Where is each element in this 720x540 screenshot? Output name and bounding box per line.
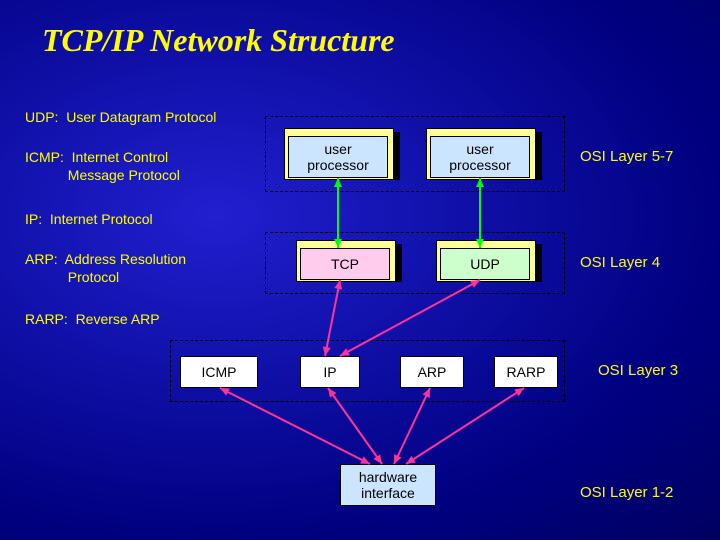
layer-label-2: OSI Layer 3: [598, 362, 678, 379]
definition-0: UDP: User Datagram Protocol: [25, 108, 216, 126]
definition-3: ARP: Address Resolution Protocol: [25, 250, 186, 286]
node-hw: hardware interface: [340, 464, 436, 506]
node-arp: ARP: [400, 356, 464, 388]
layer-label-3: OSI Layer 1-2: [580, 484, 673, 501]
definition-1: ICMP: Internet Control Message Protocol: [25, 148, 180, 184]
node-ip: IP: [300, 356, 360, 388]
node-up1: user processor: [288, 136, 388, 178]
node-tcp: TCP: [300, 248, 390, 280]
layer-label-0: OSI Layer 5-7: [580, 148, 673, 165]
definition-4: RARP: Reverse ARP: [25, 310, 160, 328]
node-udp: UDP: [440, 248, 530, 280]
layer-label-1: OSI Layer 4: [580, 254, 660, 271]
node-icmp: ICMP: [180, 356, 258, 388]
page-title: TCP/IP Network Structure: [42, 22, 395, 59]
node-rarp: RARP: [494, 356, 558, 388]
node-up2: user processor: [430, 136, 530, 178]
definition-2: IP: Internet Protocol: [25, 210, 153, 228]
